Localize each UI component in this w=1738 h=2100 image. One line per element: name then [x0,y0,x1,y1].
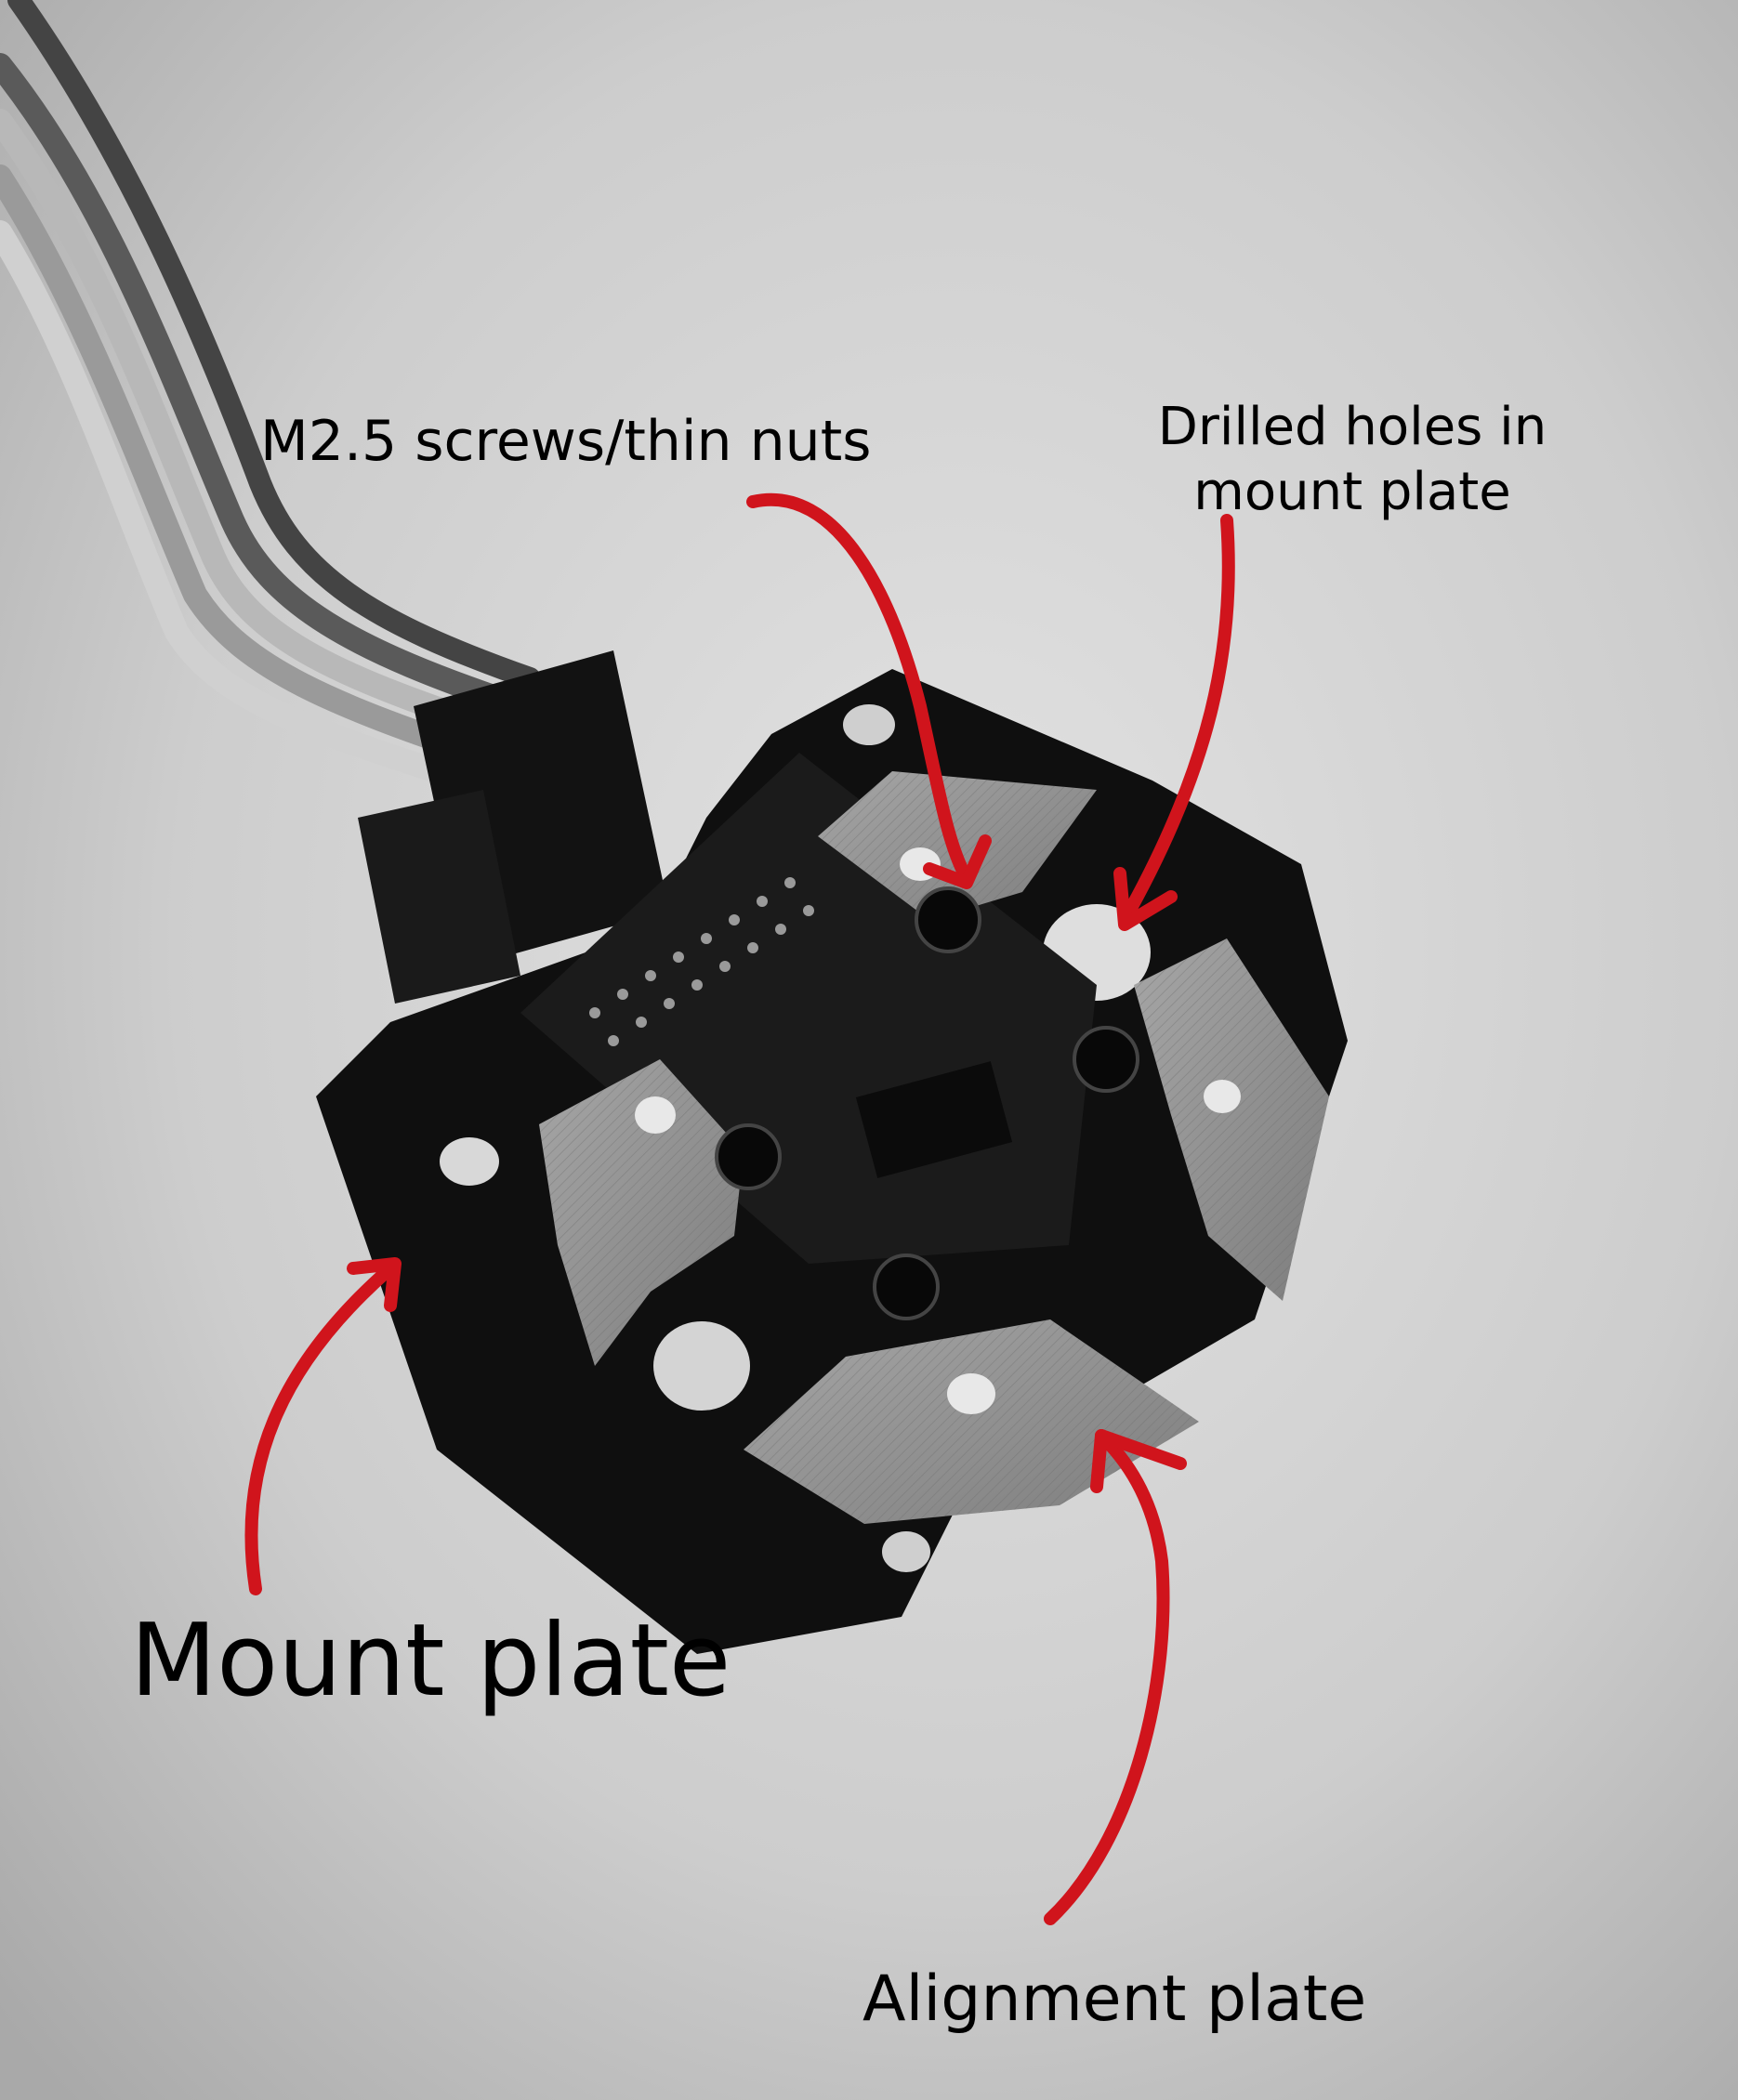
mount-hole [843,704,895,745]
screw-head [873,1253,940,1320]
arrow-align-head [1090,1429,1187,1493]
mount-hole [653,1321,750,1411]
screw-head [715,1123,782,1190]
chip [855,1061,1013,1178]
arrow-screws [746,492,973,885]
arrow-align [1044,1429,1170,1925]
alignment-plate-label: Alignment plate [862,1962,1367,2036]
arrow-drilled-head [1113,867,1178,931]
screws-label: M2.5 screws/thin nuts [260,409,872,474]
header-connectors [358,650,669,1004]
mount-plate-label: Mount plate [130,1603,731,1719]
arrow-mount [244,1262,397,1595]
screw-head [1073,1026,1139,1093]
annotation-arrows [244,492,1235,1925]
cable-bundle [0,0,541,802]
alignment-plate [539,771,1329,1524]
mount-hole [440,1137,499,1186]
mount-hole [882,1531,930,1572]
screw-head [915,886,981,953]
drilled-holes-label: Drilled holes in mount plate [1157,397,1547,522]
arrow-drilled [1118,514,1235,926]
arrow-screws-head [923,834,992,889]
screws [715,886,1139,1320]
arrow-mount-head [347,1257,402,1312]
